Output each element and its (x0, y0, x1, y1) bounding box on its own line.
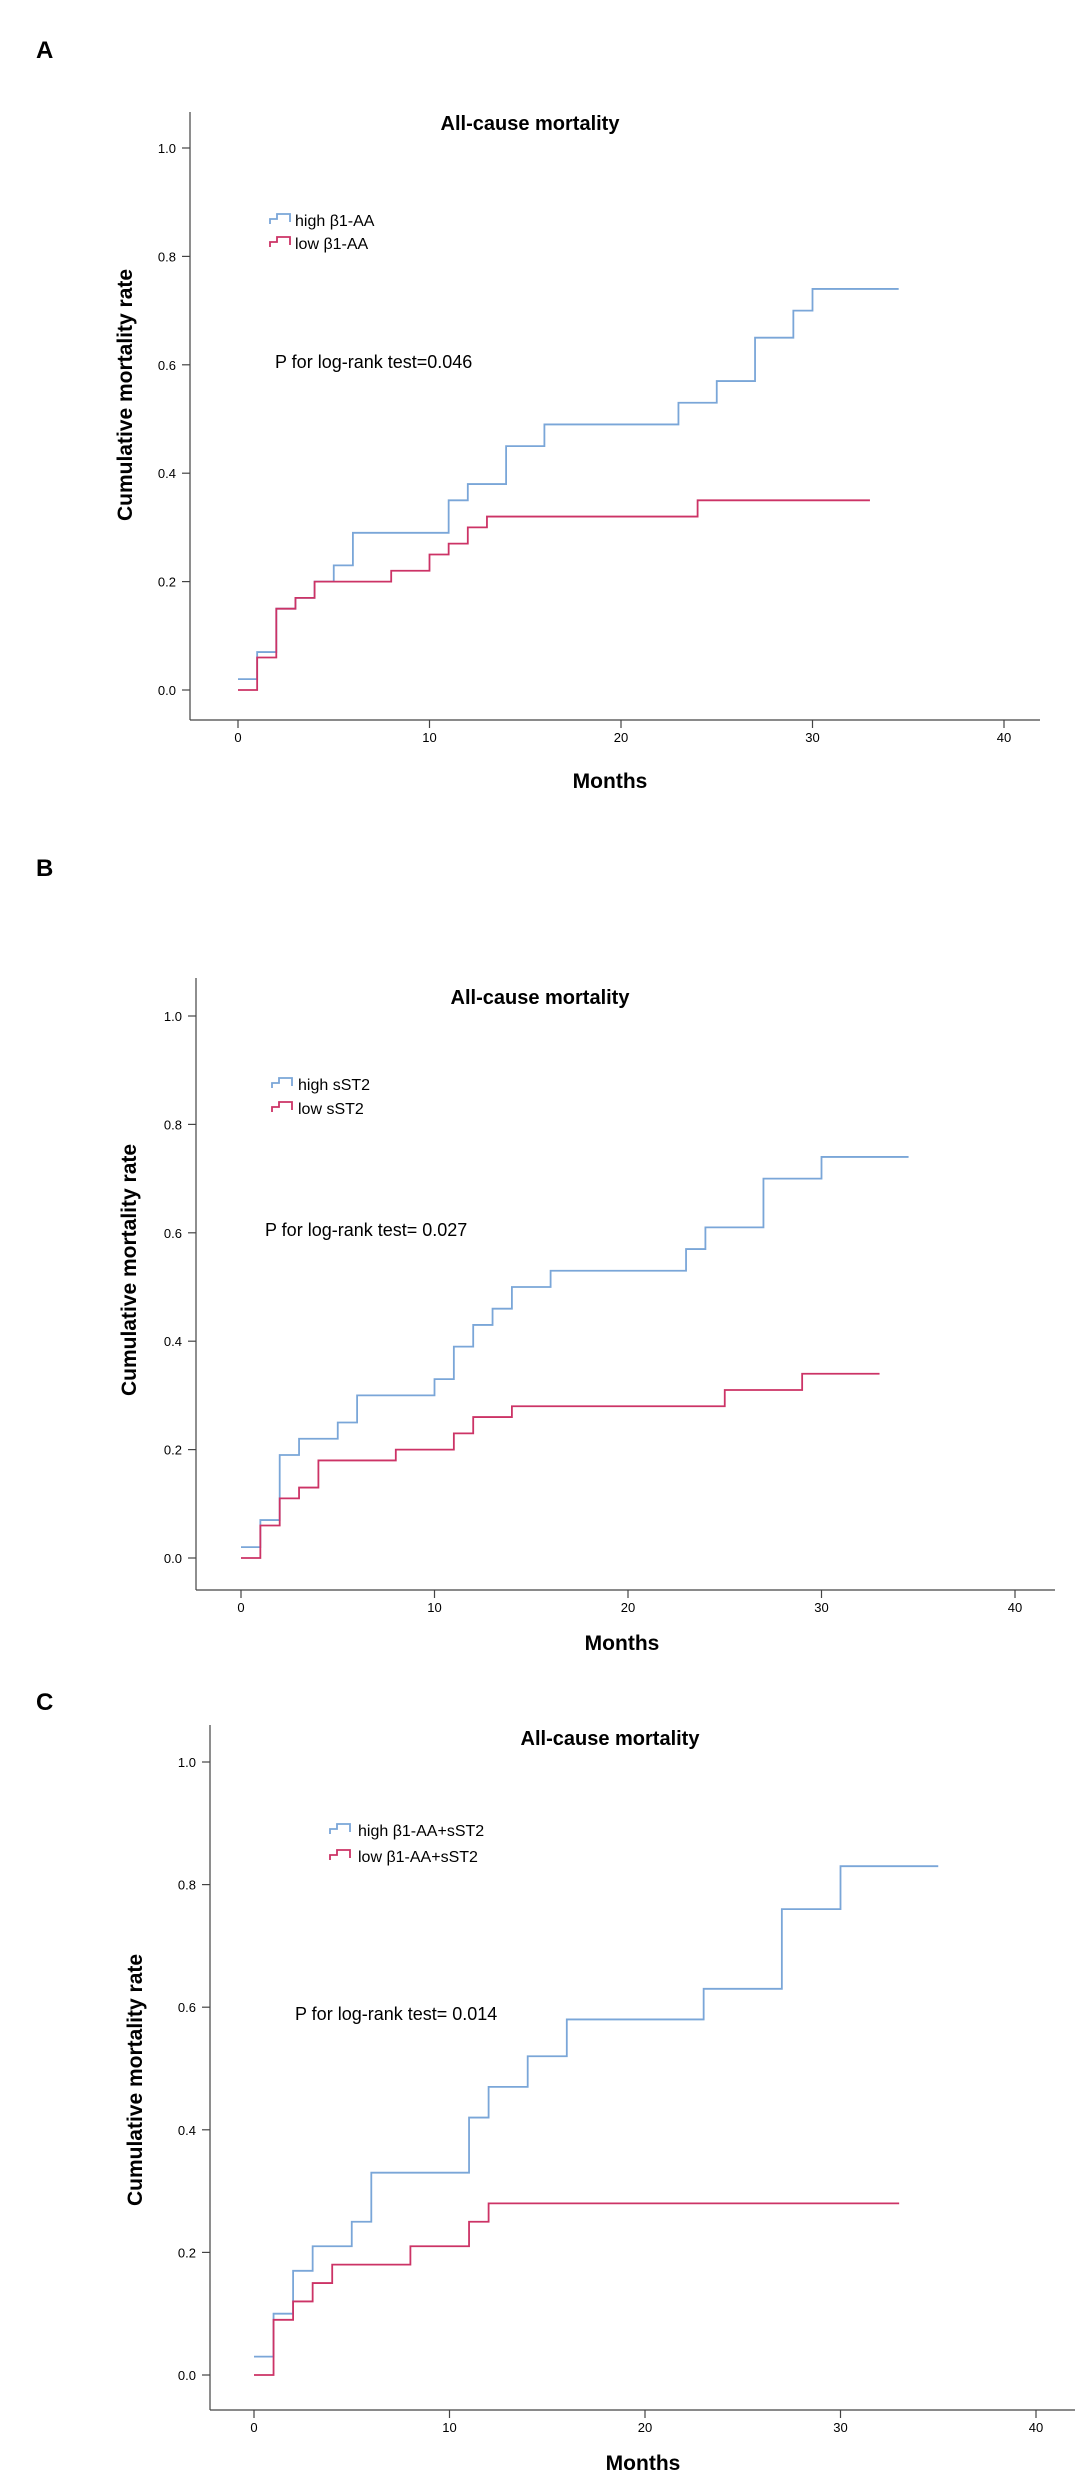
legend: high sST2 low sST2 (271, 1077, 370, 1118)
legend-symbol-high (329, 1823, 351, 1834)
y-tick-label: 0.4 (158, 466, 176, 481)
x-ticks: 0 10 20 30 40 (234, 720, 1011, 745)
x-ticks: 0 10 20 30 40 (237, 1590, 1022, 1615)
panel-c: C All-cause mortality Cumulative mortali… (36, 1689, 1075, 2475)
legend: high β1-AA low β1-AA (269, 213, 375, 253)
panel-letter: C (36, 1689, 53, 1716)
series-high-line (238, 288, 899, 681)
legend: high β1-AA+sST2 low β1-AA+sST2 (329, 1823, 484, 1866)
x-tick-label: 20 (638, 2420, 652, 2435)
y-ticks: 0.0 0.2 0.4 0.6 0.8 1.0 (164, 1009, 196, 1566)
legend-symbol-low (271, 1101, 293, 1112)
series-high-line (241, 1156, 909, 1549)
legend-label-high: high β1-AA (295, 213, 375, 230)
y-tick-label: 0.4 (178, 2123, 196, 2138)
series-layer (241, 1156, 909, 1559)
x-tick-label: 30 (814, 1600, 828, 1615)
legend-label-high: high sST2 (298, 1077, 370, 1094)
x-tick-label: 30 (805, 730, 819, 745)
y-tick-label: 0.8 (158, 249, 176, 264)
log-rank-annotation: P for log-rank test= 0.027 (265, 1220, 467, 1240)
y-tick-label: 0.0 (158, 683, 176, 698)
panel-letter: B (36, 855, 53, 882)
x-tick-label: 10 (422, 730, 436, 745)
y-tick-label: 0.8 (164, 1117, 182, 1132)
chart-title: All-cause mortality (451, 987, 631, 1009)
x-tick-label: 30 (833, 2420, 847, 2435)
series-layer (254, 1865, 939, 2376)
x-tick-label: 10 (427, 1600, 441, 1615)
y-tick-label: 0.4 (164, 1334, 182, 1349)
legend-label-low: low β1-AA+sST2 (358, 1849, 478, 1866)
y-tick-label: 0.2 (158, 575, 176, 590)
y-axis-label: Cumulative mortality rate (124, 1954, 147, 2206)
log-rank-annotation: P for log-rank test=0.046 (275, 352, 472, 372)
x-tick-label: 20 (621, 1600, 635, 1615)
y-tick-label: 0.6 (164, 1226, 182, 1241)
legend-symbol-high (269, 213, 291, 224)
x-tick-label: 0 (234, 730, 241, 745)
y-tick-label: 0.8 (178, 1878, 196, 1893)
y-tick-label: 0.6 (178, 2000, 196, 2015)
series-low-line (254, 2202, 900, 2376)
x-tick-label: 40 (1008, 1600, 1022, 1615)
legend-label-low: low sST2 (298, 1101, 364, 1118)
x-tick-label: 10 (442, 2420, 456, 2435)
y-tick-label: 0.2 (164, 1443, 182, 1458)
series-low-line (238, 499, 870, 691)
y-ticks: 0.0 0.2 0.4 0.6 0.8 1.0 (178, 1755, 210, 2383)
y-tick-label: 0.2 (178, 2245, 196, 2260)
y-tick-label: 1.0 (178, 1755, 196, 1770)
x-ticks: 0 10 20 30 40 (250, 2410, 1043, 2435)
x-tick-label: 40 (1029, 2420, 1043, 2435)
legend-symbol-low (269, 236, 291, 247)
legend-symbol-high (271, 1077, 293, 1088)
series-high-line (254, 1865, 939, 2358)
x-axis-label: Months (585, 1632, 660, 1655)
x-axis-label: Months (573, 770, 648, 793)
y-tick-label: 0.0 (164, 1551, 182, 1566)
y-ticks: 0.0 0.2 0.4 0.6 0.8 1.0 (158, 141, 190, 698)
y-tick-label: 1.0 (164, 1009, 182, 1024)
x-tick-label: 0 (237, 1600, 244, 1615)
legend-symbol-low (329, 1849, 351, 1860)
chart-title: All-cause mortality (521, 1728, 701, 1750)
legend-label-low: low β1-AA (295, 236, 369, 253)
y-tick-label: 1.0 (158, 141, 176, 156)
series-low-line (241, 1372, 880, 1559)
y-tick-label: 0.0 (178, 2368, 196, 2383)
panel-a: A All-cause mortality Cumulative mortali… (36, 37, 1040, 793)
x-tick-label: 0 (250, 2420, 257, 2435)
chart-title: All-cause mortality (441, 113, 621, 135)
y-tick-label: 0.6 (158, 358, 176, 373)
panel-b: B All-cause mortality Cumulative mortali… (36, 855, 1055, 1655)
y-axis-label: Cumulative mortality rate (118, 1144, 141, 1396)
x-tick-label: 40 (997, 730, 1011, 745)
x-axis-label: Months (606, 2452, 681, 2475)
x-tick-label: 20 (614, 730, 628, 745)
series-layer (238, 288, 899, 691)
legend-label-high: high β1-AA+sST2 (358, 1823, 484, 1840)
panel-letter: A (36, 37, 53, 64)
y-axis-label: Cumulative mortality rate (114, 269, 137, 521)
log-rank-annotation: P for log-rank test= 0.014 (295, 2004, 497, 2024)
